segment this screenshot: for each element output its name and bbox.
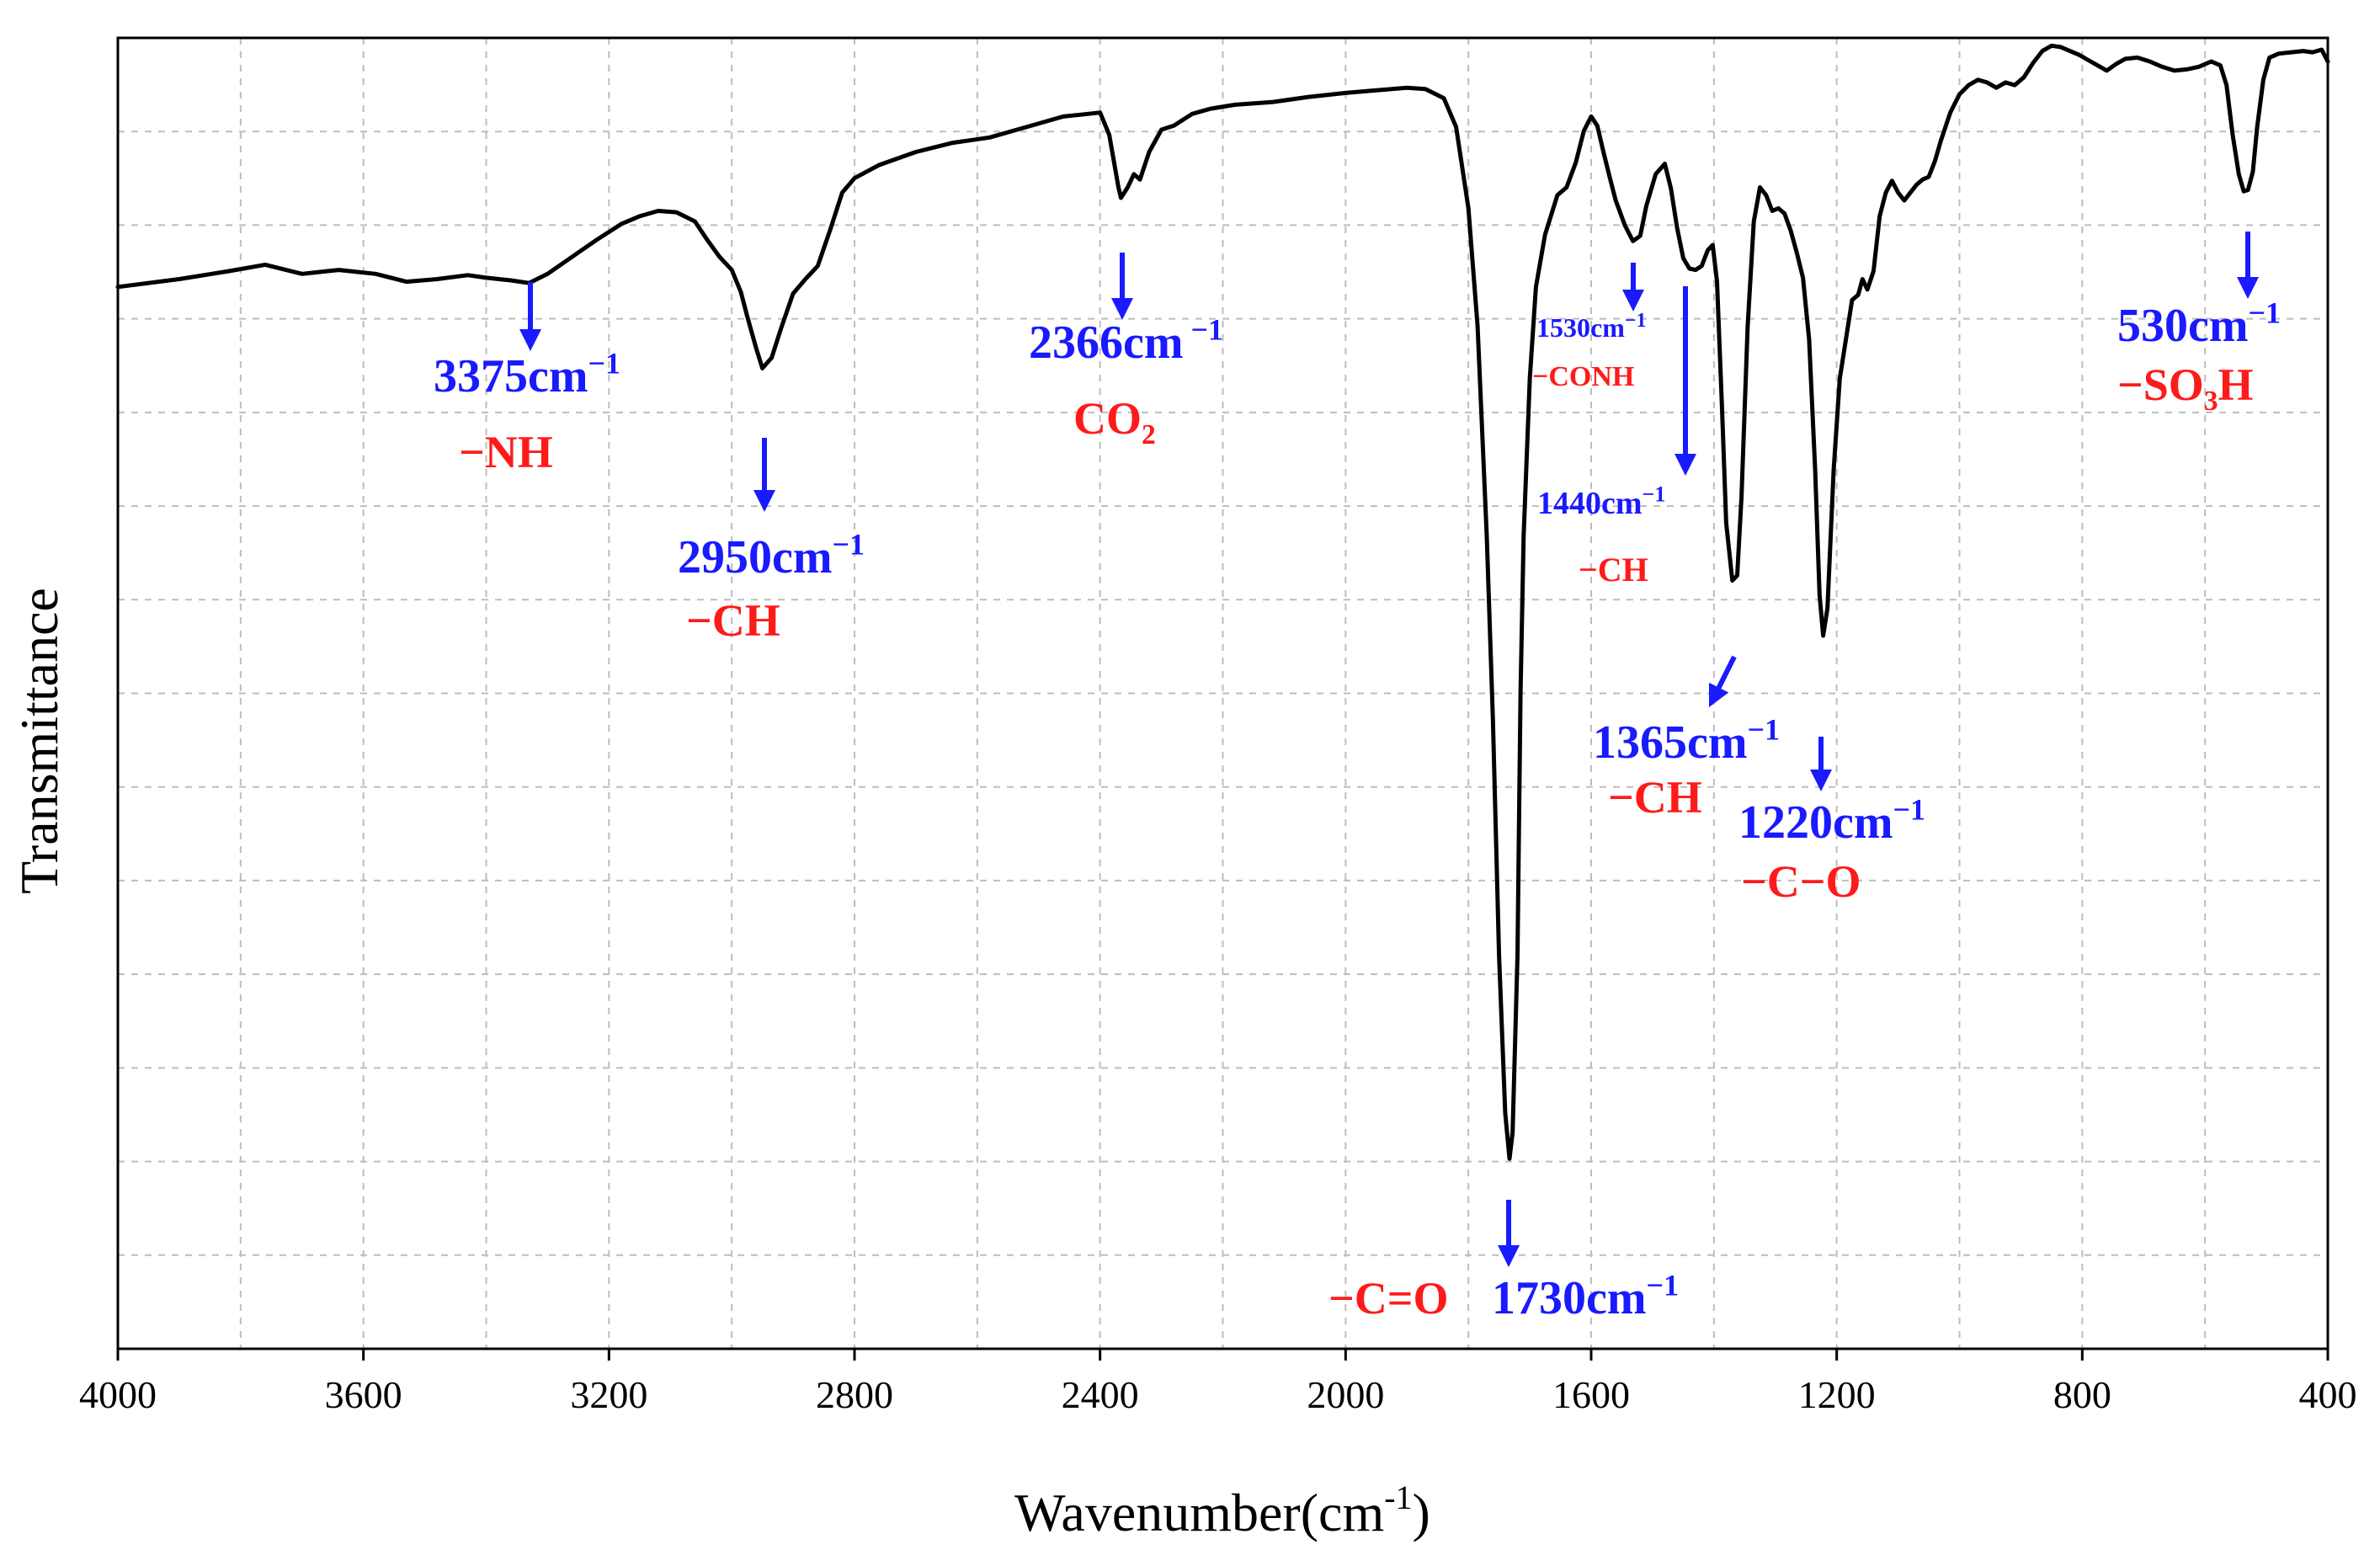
- peak-wavenumber-label: 2950cm−1: [678, 528, 865, 583]
- peak-wavenumber-sup: −1: [1184, 313, 1224, 347]
- peak-group-label: −NH: [459, 427, 553, 477]
- peak-annotation: 1440cm−1−CH: [1537, 286, 1696, 589]
- peak-group-subscript: 2: [1142, 419, 1156, 450]
- peak-group-name: −C=O: [1328, 1273, 1449, 1324]
- peak-wavenumber-label: 1440cm−1: [1537, 482, 1665, 521]
- peak-wavenumber-label: 1220cm−1: [1738, 793, 1925, 849]
- peak-group-subscript: 3: [2204, 386, 2218, 417]
- peak-group-tail: H: [2218, 360, 2254, 410]
- x-tick-label: 1200: [1798, 1373, 1876, 1416]
- peak-annotation: 2366cm −1 CO2: [1029, 253, 1223, 450]
- peak-arrow-head: [1709, 682, 1729, 707]
- peak-wavenumber-value: 1730cm: [1492, 1272, 1647, 1324]
- peak-group-label: −SO3H: [2117, 360, 2254, 417]
- x-tick-label: 1600: [1552, 1373, 1630, 1416]
- x-axis-title-main: Wavenumber(cm: [1014, 1483, 1384, 1542]
- peak-wavenumber-value: 2950cm: [678, 531, 833, 583]
- peak-group-label: −C−O: [1741, 856, 1861, 907]
- peak-group-name: −CONH: [1532, 361, 1634, 392]
- peak-group-label: −CH: [1608, 772, 1702, 823]
- peak-arrow-shaft: [1716, 655, 1737, 690]
- peak-group-label: CO2: [1073, 393, 1156, 450]
- peak-annotation: 530cm−1 −SO3H: [2117, 232, 2281, 417]
- peak-group-name: −NH: [459, 427, 553, 477]
- peak-group-label: −CH: [686, 595, 780, 646]
- peak-annotation: 1365cm−1−CH: [1593, 655, 1780, 823]
- x-tick-label: 400: [2299, 1373, 2357, 1416]
- peak-wavenumber-label: 530cm−1: [2117, 296, 2281, 352]
- y-axis-title: Transmittance: [9, 588, 69, 894]
- peak-group-name: −SO: [2117, 360, 2204, 410]
- peak-arrow-head: [2237, 277, 2259, 299]
- peak-wavenumber-sup: −1: [1748, 713, 1781, 747]
- peak-arrow-head: [1498, 1245, 1520, 1267]
- peak-wavenumber-value: 2366cm: [1029, 317, 1184, 369]
- spectrum-line: [115, 43, 2330, 1161]
- peak-annotation: 3375cm−1 −NH: [434, 282, 620, 477]
- peak-wavenumber-label: 1530cm−1: [1536, 310, 1647, 343]
- peak-arrow-head: [753, 490, 775, 512]
- peak-group-name: −C−O: [1741, 856, 1861, 907]
- peak-wavenumber-value: 530cm: [2117, 300, 2249, 352]
- peak-wavenumber-sup: −1: [2249, 296, 2281, 330]
- peak-wavenumber-sup: −1: [588, 347, 621, 381]
- peak-arrow-head: [1675, 454, 1696, 476]
- x-tick-label: 4000: [79, 1373, 157, 1416]
- x-tick-label: 2400: [1062, 1373, 1139, 1416]
- peak-wavenumber-sup: −1: [1643, 482, 1666, 507]
- peak-group-name: −CH: [1608, 772, 1702, 823]
- peak-group-name: −CH: [1579, 551, 1648, 589]
- peak-group-label: −C=O: [1328, 1273, 1449, 1324]
- peak-group-name: CO: [1073, 393, 1142, 444]
- x-axis-title-close: ): [1413, 1483, 1430, 1542]
- peak-arrow-head: [1111, 298, 1133, 320]
- peak-wavenumber-sup: −1: [1625, 310, 1647, 332]
- x-tick-label: 3600: [325, 1373, 402, 1416]
- peak-wavenumber-value: 1365cm: [1593, 716, 1748, 769]
- x-tick-label: 2000: [1307, 1373, 1384, 1416]
- peak-arrow-head: [519, 329, 541, 351]
- peak-annotation: 1530cm−1 −CONH: [1532, 263, 1647, 392]
- x-axis-ticks: 4000 3600 3200 2800 2400 2000 1600 1200 800 400: [79, 1349, 2357, 1416]
- peak-arrow-head: [1622, 290, 1644, 312]
- plot-frame: [116, 36, 2329, 1350]
- peak-annotation: 1220cm−1 −C−O: [1738, 737, 1925, 907]
- peak-wavenumber-value: 1530cm: [1536, 312, 1625, 343]
- peak-group-label: −CONH: [1532, 361, 1634, 392]
- peak-wavenumber-sup: −1: [1647, 1269, 1680, 1302]
- x-axis-title: Wavenumber(cm-1): [1014, 1478, 1430, 1542]
- spectrum-series: [115, 43, 2330, 1161]
- peak-wavenumber-label: 3375cm−1: [434, 347, 620, 402]
- peak-wavenumber-sup: −1: [1893, 793, 1926, 827]
- grid-lines: [118, 38, 2328, 1349]
- peak-wavenumber-label: 2366cm −1: [1029, 313, 1223, 369]
- peak-group-label: −CH: [1579, 551, 1648, 589]
- x-tick-label: 2800: [816, 1373, 893, 1416]
- peak-wavenumber-value: 1440cm: [1537, 486, 1643, 521]
- peak-wavenumber-sup: −1: [833, 528, 865, 562]
- peak-wavenumber-label: 1365cm−1: [1593, 713, 1780, 769]
- x-tick-label: 800: [2053, 1373, 2111, 1416]
- peak-group-name: −CH: [686, 595, 780, 646]
- peak-arrow-head: [1810, 770, 1832, 791]
- x-axis-title-sup: -1: [1384, 1478, 1412, 1516]
- peak-wavenumber-value: 3375cm: [434, 350, 588, 402]
- peak-annotation: 2950cm−1 −CH: [678, 438, 865, 646]
- x-tick-label: 3200: [570, 1373, 647, 1416]
- peak-annotation: 1730cm−1 −C=O: [1328, 1200, 1679, 1324]
- peak-wavenumber-value: 1220cm: [1738, 796, 1893, 849]
- peak-wavenumber-label: 1730cm−1: [1492, 1269, 1679, 1324]
